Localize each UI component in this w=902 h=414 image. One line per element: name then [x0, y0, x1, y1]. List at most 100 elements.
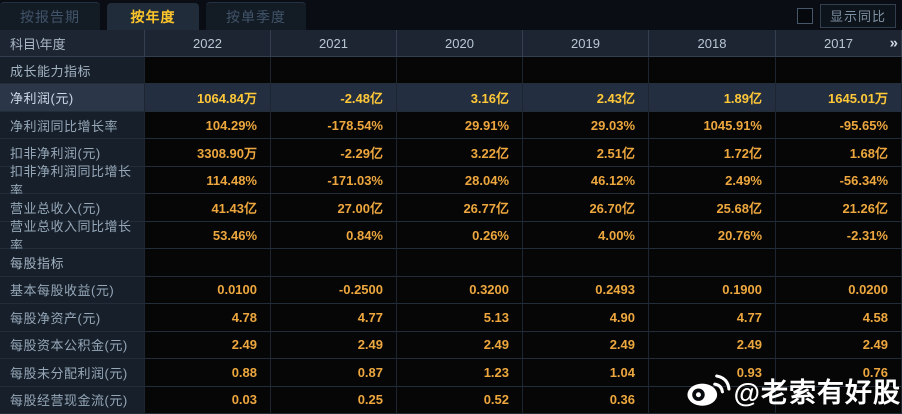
value-cell: 1.68亿	[776, 139, 902, 167]
table-header-row: 科目\年度 2022 2021 2020 2019 2018 2017 »	[0, 30, 902, 57]
table-row: 扣非净利润(元) 3308.90万 -2.29亿 3.22亿 2.51亿 1.72亿 1.6…	[0, 139, 902, 167]
value-cell	[271, 249, 397, 277]
table-row: 基本每股收益(元) 0.0100 -0.2500 0.3200 0.2493 0.1900…	[0, 276, 902, 305]
value-cell: 4.00%	[523, 221, 649, 250]
value-cell: 2.49	[523, 331, 649, 360]
value-cell	[523, 57, 649, 85]
row-label: 每股资本公积金(元)	[0, 331, 145, 360]
value-cell: 53.46%	[145, 221, 271, 250]
value-cell: -2.29亿	[271, 139, 397, 167]
year-header-2019: 2019	[523, 30, 649, 57]
value-cell: 26.77亿	[397, 194, 523, 222]
value-cell: 46.12%	[523, 166, 649, 195]
value-cell: -0.2500	[271, 276, 397, 305]
tab-annual[interactable]: 按年度	[107, 3, 199, 30]
value-cell: 4.77	[271, 304, 397, 332]
value-cell: 0.1900	[649, 276, 776, 305]
value-cell: -178.54%	[271, 111, 397, 140]
row-label: 每股经营现金流(元)	[0, 386, 145, 414]
value-cell	[776, 386, 902, 414]
row-label: 扣非净利润同比增长率	[0, 164, 145, 198]
value-cell	[145, 57, 271, 85]
table-row: 营业总收入同比增长率 53.46% 0.84% 0.26% 4.00% 20.76% -2.…	[0, 219, 902, 253]
value-cell	[397, 57, 523, 85]
value-cell	[649, 386, 776, 414]
value-cell: 0.0100	[145, 276, 271, 305]
value-cell: 4.58	[776, 304, 902, 332]
value-cell: 2.49	[271, 331, 397, 360]
value-cell: -2.48亿	[271, 84, 397, 112]
value-cell: 1.89亿	[649, 84, 776, 112]
section-row: 成长能力指标	[0, 57, 902, 85]
value-cell: 104.29%	[145, 111, 271, 140]
value-cell: 1.23	[397, 359, 523, 387]
value-cell: -2.31%	[776, 221, 902, 250]
tab-single-quarter[interactable]: 按单季度	[206, 2, 306, 30]
show-yoy-label[interactable]: 显示同比	[819, 4, 896, 28]
value-cell: 0.84%	[271, 221, 397, 250]
value-cell: 0.52	[397, 386, 523, 414]
year-header-2021: 2021	[271, 30, 397, 57]
value-cell: 2.49	[776, 331, 902, 360]
value-cell	[397, 249, 523, 277]
value-cell: 2.43亿	[523, 84, 649, 112]
value-cell: 1645.01万	[776, 84, 902, 112]
row-label: 每股指标	[0, 249, 145, 277]
table-row: 净利润(元) 1064.84万 -2.48亿 3.16亿 2.43亿 1.89亿 1645.…	[0, 84, 902, 112]
value-cell: 0.03	[145, 386, 271, 414]
value-cell: 41.43亿	[145, 194, 271, 222]
value-cell: 28.04%	[397, 166, 523, 195]
value-cell: 1.72亿	[649, 139, 776, 167]
section-row: 每股指标	[0, 249, 902, 277]
value-cell: 2.49	[397, 331, 523, 360]
value-cell	[776, 57, 902, 85]
value-cell: 29.03%	[523, 111, 649, 140]
year-header-2020: 2020	[397, 30, 523, 57]
value-cell: 4.90	[523, 304, 649, 332]
show-yoy-control: 显示同比	[796, 4, 896, 28]
value-cell: 0.3200	[397, 276, 523, 305]
table-body: 成长能力指标 净利润(元) 1064.84万 -2.48亿 3.16亿 2.43亿 1.89…	[0, 57, 902, 414]
value-cell: 3.16亿	[397, 84, 523, 112]
value-cell: 2.49	[649, 331, 776, 360]
row-label: 每股净资产(元)	[0, 304, 145, 332]
period-tabbar: 按报告期 按年度 按单季度 显示同比	[0, 0, 902, 30]
show-yoy-checkbox[interactable]	[796, 8, 813, 24]
row-label: 扣非净利润(元)	[0, 139, 145, 167]
value-cell	[523, 249, 649, 277]
value-cell: 0.76	[776, 359, 902, 387]
value-cell: 0.87	[271, 359, 397, 387]
value-cell: 0.88	[145, 359, 271, 387]
value-cell: 3308.90万	[145, 139, 271, 167]
row-label: 每股未分配利润(元)	[0, 359, 145, 387]
more-years-icon[interactable]: »	[889, 34, 898, 52]
value-cell: 21.26亿	[776, 194, 902, 222]
row-label: 营业总收入同比增长率	[0, 219, 145, 253]
value-cell: 2.51亿	[523, 139, 649, 167]
value-cell: 2.49	[145, 331, 271, 360]
financials-table: 科目\年度 2022 2021 2020 2019 2018 2017 » 成长…	[0, 30, 902, 414]
row-label: 基本每股收益(元)	[0, 276, 145, 305]
corner-header: 科目\年度	[0, 30, 145, 57]
tab-report-period[interactable]: 按报告期	[0, 2, 100, 30]
value-cell: 0.25	[271, 386, 397, 414]
value-cell: -171.03%	[271, 166, 397, 195]
value-cell	[145, 249, 271, 277]
value-cell	[776, 249, 902, 277]
table-row: 营业总收入(元) 41.43亿 27.00亿 26.77亿 26.70亿 25.68亿 21…	[0, 194, 902, 222]
table-row: 净利润同比增长率 104.29% -178.54% 29.91% 29.03% 1045.…	[0, 111, 902, 140]
row-label: 营业总收入(元)	[0, 194, 145, 222]
value-cell: 0.2493	[523, 276, 649, 305]
value-cell: 1.04	[523, 359, 649, 387]
table-row: 每股经营现金流(元) 0.03 0.25 0.52 0.36	[0, 386, 902, 414]
value-cell	[271, 57, 397, 85]
value-cell: 1064.84万	[145, 84, 271, 112]
year-header-2022: 2022	[145, 30, 271, 57]
year-header-2017-label: 2017	[824, 35, 853, 51]
value-cell: 27.00亿	[271, 194, 397, 222]
value-cell: 0.36	[523, 386, 649, 414]
value-cell: -95.65%	[776, 111, 902, 140]
value-cell: 4.78	[145, 304, 271, 332]
table-row: 每股资本公积金(元) 2.49 2.49 2.49 2.49 2.49 2.49	[0, 331, 902, 360]
